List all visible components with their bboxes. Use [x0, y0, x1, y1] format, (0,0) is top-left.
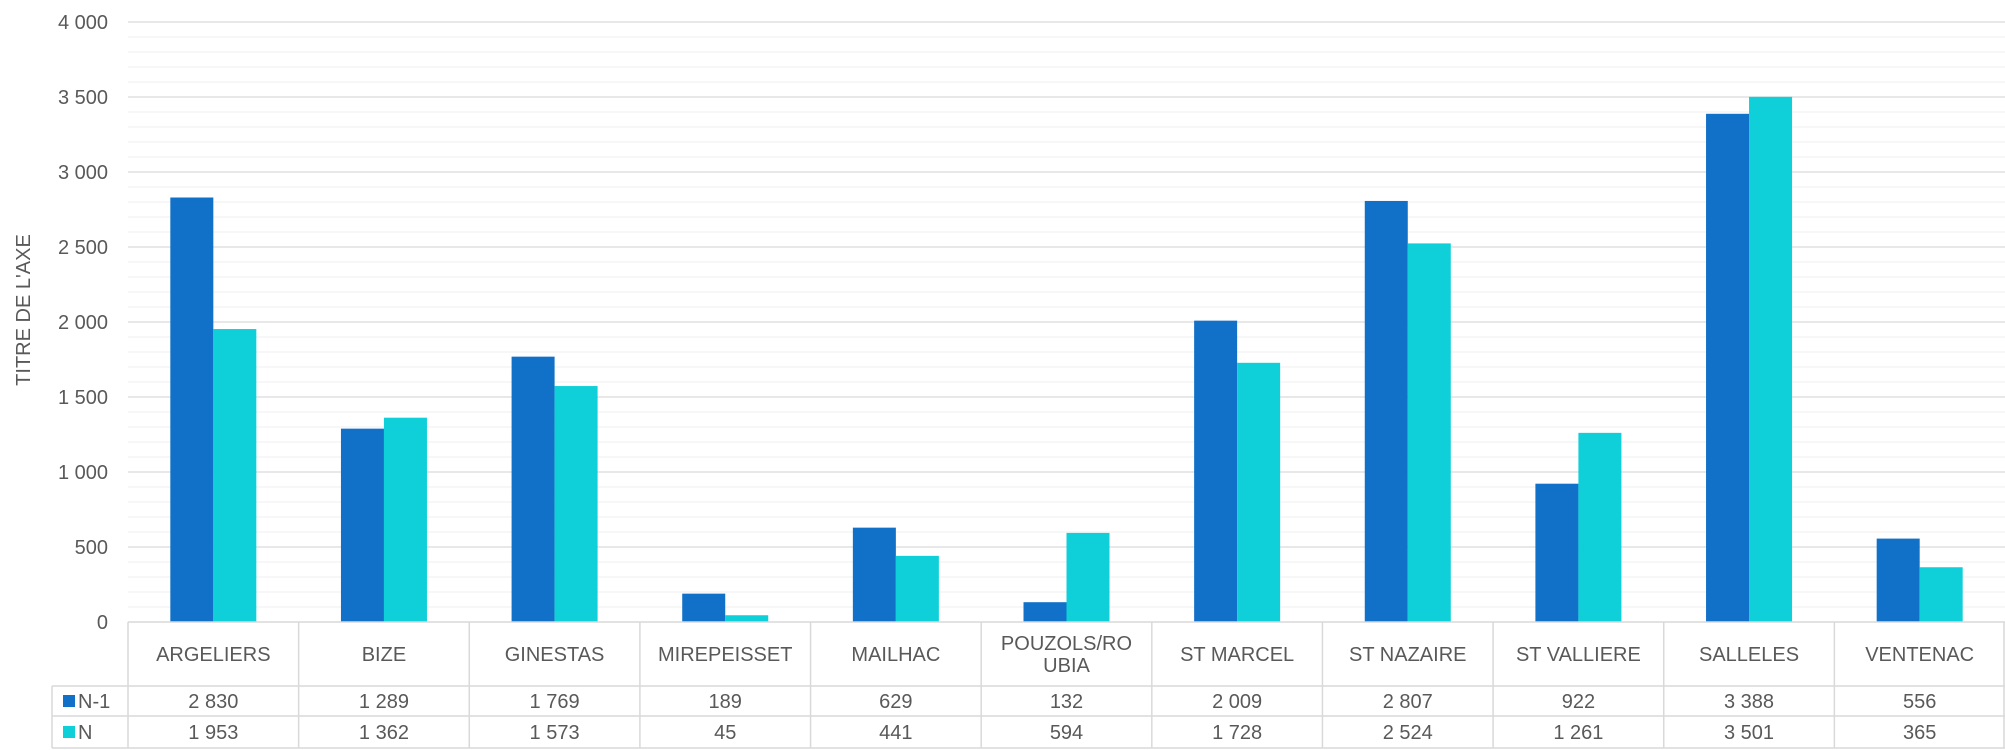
data-table: ARGELIERS BIZE GINESTAS MIREPEISSET MAILHAC P… [51, 621, 2005, 749]
table-value: 556 [1903, 691, 1936, 713]
bar-n-st-nazaire [1407, 243, 1451, 622]
bar-n-1-st-valliere [1535, 483, 1579, 622]
legend-series-label: N [78, 722, 92, 744]
category-label: ST MARCEL [1180, 644, 1294, 666]
table-value: 594 [1050, 722, 1083, 744]
y-tick-label: 1 500 [58, 387, 108, 409]
table-value: 1 573 [530, 722, 580, 744]
bar-n-st-marcel [1237, 362, 1281, 622]
y-tick-label: 3 000 [58, 162, 108, 184]
table-value: 2 807 [1383, 691, 1433, 713]
table-value: 2 009 [1212, 691, 1262, 713]
y-tick-label: 2 500 [58, 237, 108, 259]
y-tick-label: 500 [75, 537, 108, 559]
bar-n-1-st-marcel [1194, 320, 1238, 622]
table-value: 2 524 [1383, 722, 1433, 744]
bar-n-1-mailhac [852, 527, 896, 622]
table-value: 1 289 [359, 691, 409, 713]
y-axis-tick-labels: 0 500 1 000 1 500 2 000 2 500 3 000 3 500 4 000 [58, 12, 108, 634]
y-tick-label: 2 000 [58, 312, 108, 334]
table-value: 1 953 [188, 722, 238, 744]
bar-n-1-argeliers [170, 197, 214, 622]
table-value: 365 [1903, 722, 1936, 744]
bar-n-mailhac [895, 555, 939, 622]
table-value: 1 261 [1553, 722, 1603, 744]
category-label: ST NAZAIRE [1349, 644, 1466, 666]
category-label: MAILHAC [851, 644, 940, 666]
bar-n-bize [383, 417, 427, 622]
bars [170, 96, 1963, 623]
bar-n-mirepeisset [725, 615, 769, 622]
y-axis-title: TITRE DE L'AXE [13, 234, 35, 386]
bar-n-pouzols-roubia [1066, 532, 1110, 622]
legend-series-label: N-1 [78, 691, 110, 713]
category-label: VENTENAC [1865, 644, 1974, 666]
table-value: 3 388 [1724, 691, 1774, 713]
category-label: ARGELIERS [156, 644, 270, 666]
bar-n-1-mirepeisset [682, 593, 726, 622]
bar-n-1-ventenac [1876, 538, 1920, 622]
table-value: 1 362 [359, 722, 409, 744]
table-value: 629 [879, 691, 912, 713]
bar-n-st-valliere [1578, 432, 1622, 622]
y-tick-label: 1 000 [58, 462, 108, 484]
y-tick-label: 0 [97, 612, 108, 634]
bar-n-1-salleles [1706, 113, 1750, 623]
bar-n-argeliers [213, 329, 257, 622]
minor-gridlines [128, 36, 2005, 608]
bar-n-ginestas [554, 386, 598, 622]
category-label: POUZOLS/RO UBIA [1001, 633, 1132, 677]
category-label: GINESTAS [505, 644, 605, 666]
table-value: 922 [1562, 691, 1595, 713]
category-label: BIZE [362, 644, 406, 666]
bar-n-1-st-nazaire [1364, 200, 1408, 622]
table-value: 3 501 [1724, 722, 1774, 744]
bar-n-1-ginestas [511, 356, 555, 622]
table-value: 2 830 [188, 691, 238, 713]
table-value: 1 728 [1212, 722, 1262, 744]
table-value: 132 [1050, 691, 1083, 713]
category-label: MIREPEISSET [658, 644, 792, 666]
bar-n-ventenac [1919, 567, 1963, 622]
legend-key-n-1 [63, 695, 75, 707]
table-value: 45 [714, 722, 736, 744]
table-value: 441 [879, 722, 912, 744]
bar-n-salleles [1749, 96, 1793, 623]
category-label: SALLELES [1699, 644, 1799, 666]
y-tick-label: 3 500 [58, 87, 108, 109]
table-value: 1 769 [530, 691, 580, 713]
legend-key-n [63, 726, 75, 738]
bar-n-1-bize [340, 428, 384, 622]
bar-n-1-pouzols-roubia [1023, 602, 1067, 622]
y-tick-label: 4 000 [58, 12, 108, 34]
table-value: 189 [709, 691, 742, 713]
category-label: ST VALLIERE [1516, 644, 1641, 666]
